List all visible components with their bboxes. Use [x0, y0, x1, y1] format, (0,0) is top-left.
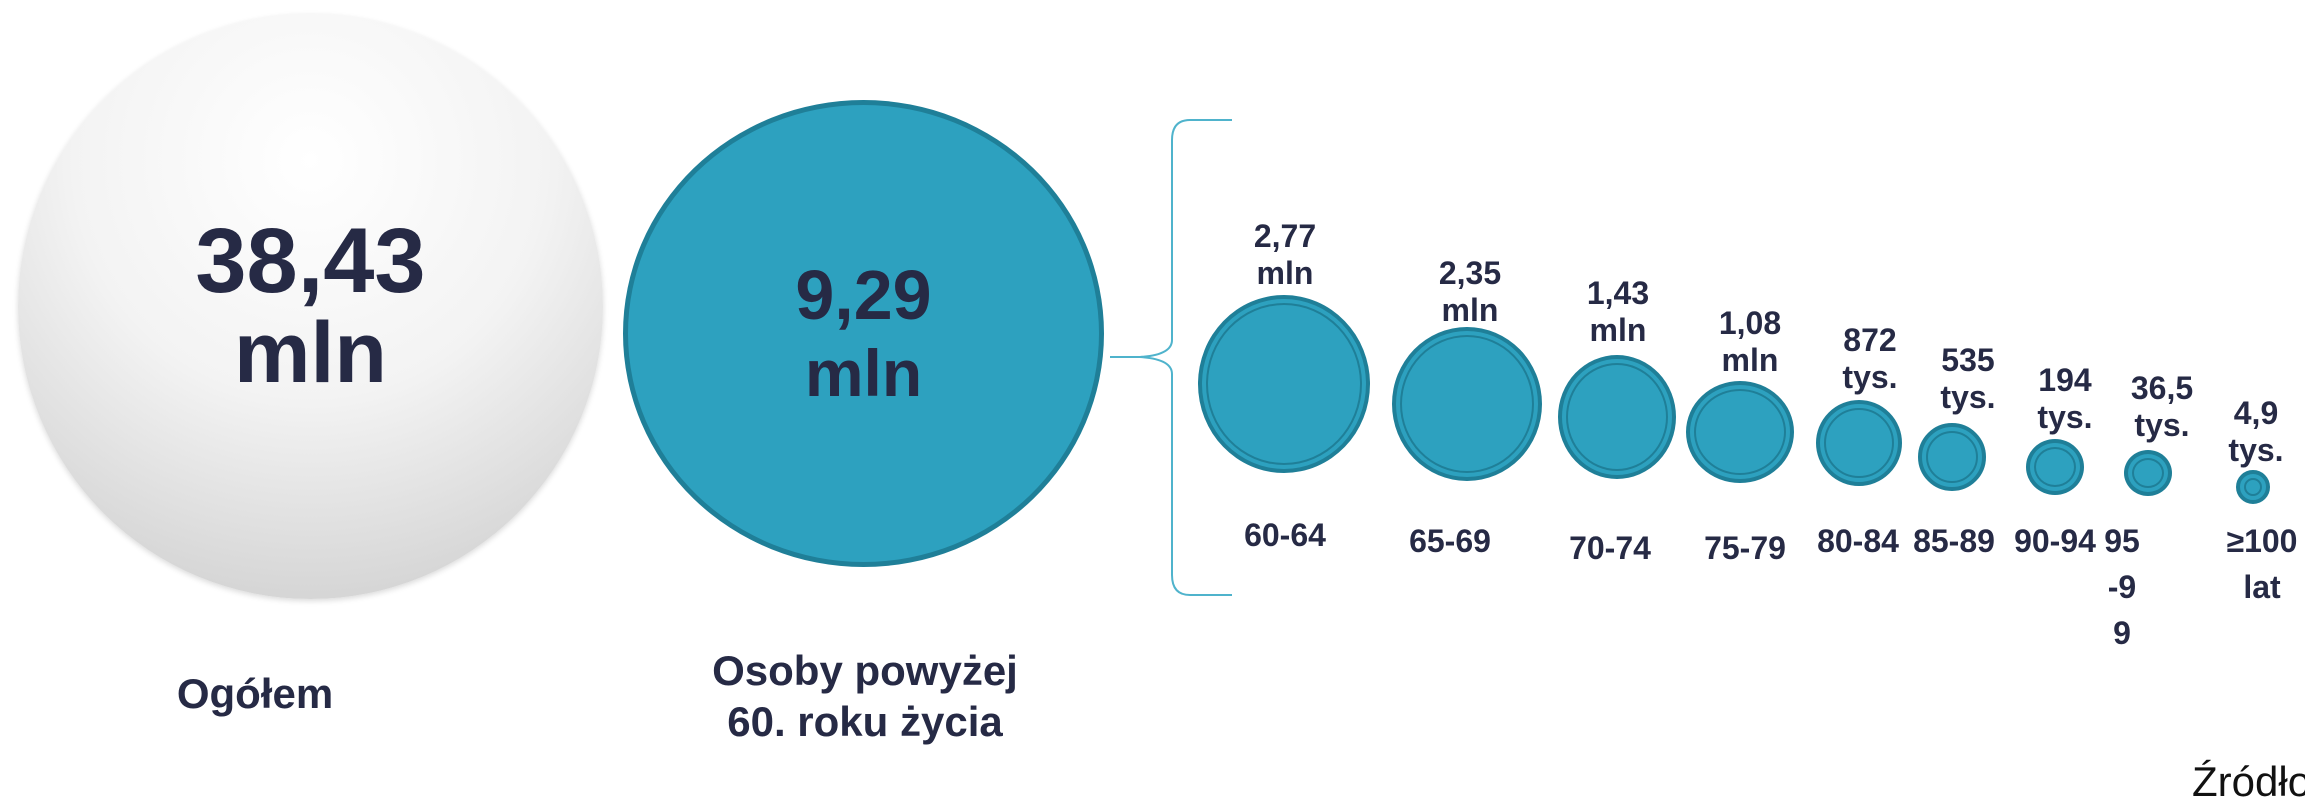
- bubble-90-94: [2026, 439, 2084, 495]
- total-population-circle: 38,43 mln: [18, 14, 603, 599]
- category-label: 80-84: [1817, 523, 1899, 559]
- seniors-circle: 9,29 mln: [623, 100, 1104, 567]
- bubble-70-74: [1558, 355, 1676, 479]
- seniors-value: 9,29: [795, 255, 932, 334]
- bubble-65-69: [1392, 327, 1542, 481]
- value-label: 535 tys.: [1940, 342, 1996, 415]
- bubble-60-64: [1198, 295, 1370, 473]
- seniors-unit: mln: [804, 335, 923, 410]
- value-label: 1,08 mln: [1718, 305, 1782, 378]
- total-unit: mln: [234, 304, 387, 401]
- value-label: 4,9 tys.: [2228, 395, 2284, 468]
- value-label: 1,43 mln: [1586, 275, 1650, 348]
- bubble-85-89: [1918, 423, 1986, 491]
- bubble-75-79: [1686, 381, 1794, 483]
- bubble-100-plus: [2236, 470, 2270, 504]
- category-label: 75-79: [1704, 530, 1786, 566]
- category-label: 95-99: [2104, 523, 2140, 651]
- source-label: Źródło: [2192, 758, 2305, 805]
- total-caption: Ogółem: [176, 670, 334, 717]
- category-label: 70-74: [1569, 530, 1651, 566]
- total-value: 38,43: [195, 209, 426, 312]
- bubble-95-99: [2124, 450, 2172, 496]
- bubble-80-84: [1816, 400, 1902, 486]
- value-label: 36,5 tys.: [2130, 370, 2194, 443]
- category-label: ≥100 lat: [2226, 523, 2298, 605]
- value-label: 194 tys.: [2037, 362, 2093, 435]
- value-label: 2,35 mln: [1438, 255, 1502, 328]
- seniors-caption: Osoby powyżej 60. roku życia: [712, 647, 1018, 745]
- category-label: 90-94: [2014, 523, 2096, 559]
- category-label: 65-69: [1409, 523, 1491, 559]
- category-label: 85-89: [1913, 523, 1995, 559]
- value-label: 872 tys.: [1842, 322, 1898, 395]
- category-label: 60-64: [1244, 517, 1326, 553]
- value-label: 2,77 mln: [1253, 218, 1317, 291]
